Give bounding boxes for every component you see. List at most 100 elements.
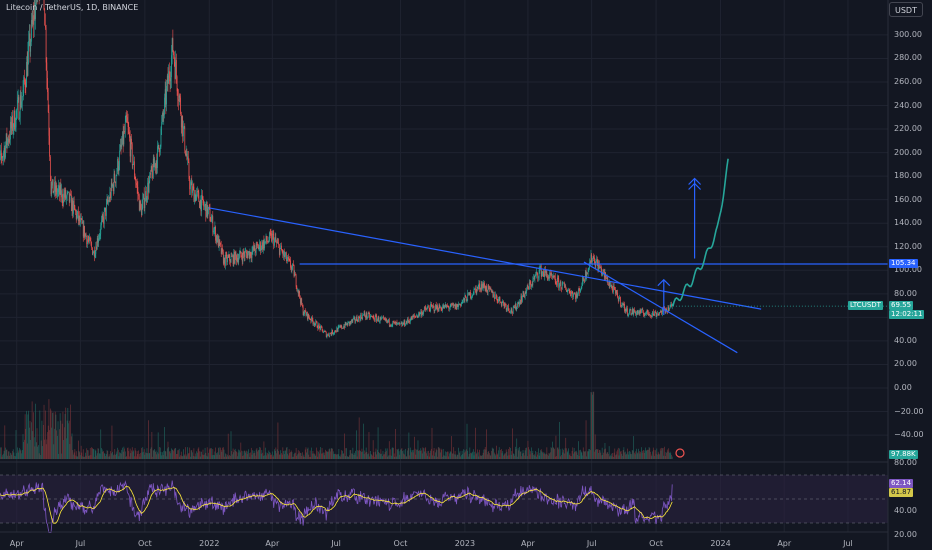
volume-bar bbox=[269, 452, 271, 459]
currency-button[interactable]: USDT bbox=[889, 2, 923, 17]
volume-bar bbox=[448, 456, 450, 459]
candle-body bbox=[213, 229, 215, 232]
volume-bar bbox=[344, 456, 346, 459]
volume-bar bbox=[46, 439, 48, 459]
volume-bar bbox=[124, 448, 125, 459]
volume-bar bbox=[538, 448, 539, 459]
candle-body bbox=[414, 316, 416, 318]
candle-body bbox=[446, 305, 448, 308]
candle-body bbox=[436, 305, 438, 309]
candle-body bbox=[497, 301, 499, 302]
volume-bar bbox=[138, 453, 140, 459]
volume-bar bbox=[491, 447, 493, 459]
candle-body bbox=[512, 312, 513, 314]
volume-bar bbox=[467, 450, 469, 459]
candle-body bbox=[131, 138, 132, 145]
volume-bar bbox=[374, 456, 375, 459]
volume-bar bbox=[66, 420, 68, 459]
volume-bar bbox=[492, 448, 494, 459]
volume-bar bbox=[122, 447, 123, 459]
candle-body bbox=[153, 158, 155, 168]
candle-body bbox=[370, 316, 371, 318]
candle-body bbox=[100, 225, 102, 235]
volume-bar bbox=[278, 451, 279, 459]
candle-body bbox=[131, 144, 133, 166]
candle-body bbox=[297, 289, 299, 294]
candle-body bbox=[20, 95, 22, 108]
candle-body bbox=[631, 313, 632, 315]
candle-body bbox=[577, 293, 578, 298]
candle-body bbox=[416, 315, 417, 317]
candle-body bbox=[334, 330, 336, 332]
candle-body bbox=[507, 305, 508, 309]
volume-bar bbox=[454, 451, 456, 459]
volume-bar bbox=[373, 452, 375, 459]
candle-body bbox=[459, 303, 461, 305]
candle-body bbox=[325, 331, 327, 338]
candle-body bbox=[121, 144, 123, 147]
volume-bar bbox=[179, 456, 181, 459]
volume-bar bbox=[561, 455, 562, 459]
volume-bar bbox=[68, 420, 70, 459]
candle-body bbox=[536, 271, 538, 274]
candle-body bbox=[158, 144, 160, 149]
volume-bar bbox=[174, 448, 176, 459]
candle-body bbox=[23, 77, 25, 90]
volume-bar bbox=[104, 453, 106, 459]
candle-body bbox=[545, 271, 547, 273]
arrow-head bbox=[688, 177, 702, 185]
candle-body bbox=[610, 284, 612, 286]
volume-bar bbox=[89, 447, 91, 459]
volume-bar bbox=[558, 449, 560, 459]
candle-body bbox=[115, 175, 117, 184]
candle-body bbox=[298, 291, 300, 294]
volume-bar bbox=[341, 450, 343, 459]
candle-body bbox=[248, 251, 250, 259]
candle-body bbox=[508, 308, 510, 312]
candle-body bbox=[610, 285, 611, 287]
volume-bar bbox=[358, 450, 359, 459]
volume-bar bbox=[148, 420, 149, 459]
candle-body bbox=[353, 317, 354, 320]
volume-bar bbox=[98, 448, 99, 459]
volume-bar bbox=[494, 454, 496, 459]
volume-bar bbox=[620, 451, 621, 459]
candle-body bbox=[443, 305, 445, 309]
volume-bar bbox=[178, 450, 179, 459]
volume-bar bbox=[7, 451, 9, 459]
volume-bar bbox=[482, 452, 484, 459]
volume-bar bbox=[463, 449, 464, 459]
candle-body bbox=[468, 292, 470, 295]
candle-body bbox=[433, 305, 434, 307]
candle-body bbox=[485, 286, 487, 291]
candle-body bbox=[269, 232, 270, 241]
volume-bar bbox=[98, 453, 100, 459]
candle-body bbox=[554, 275, 555, 277]
candle-body bbox=[286, 259, 288, 261]
candle-body bbox=[171, 38, 173, 56]
volume-bar bbox=[39, 410, 41, 459]
candle-body bbox=[435, 304, 436, 311]
volume-bar bbox=[393, 447, 394, 459]
candle-body bbox=[104, 207, 106, 211]
candle-body bbox=[13, 110, 15, 127]
candle-body bbox=[440, 307, 441, 309]
price-tick-label: 160.00 bbox=[894, 194, 922, 204]
volume-bar bbox=[42, 424, 44, 459]
candle-body bbox=[569, 290, 571, 294]
volume-bar bbox=[614, 448, 616, 459]
candle-body bbox=[380, 317, 382, 319]
volume-bar bbox=[582, 447, 584, 459]
volume-bar bbox=[202, 449, 204, 459]
volume-bar bbox=[310, 456, 312, 459]
volume-bar bbox=[587, 451, 589, 459]
volume-bar bbox=[164, 427, 165, 459]
candle-body bbox=[415, 316, 417, 318]
candle-body bbox=[77, 211, 78, 215]
volume-bar bbox=[249, 456, 251, 459]
candle-body bbox=[393, 321, 394, 323]
volume-bar bbox=[575, 451, 576, 459]
candle-body bbox=[75, 210, 76, 212]
candle-body bbox=[303, 313, 305, 315]
